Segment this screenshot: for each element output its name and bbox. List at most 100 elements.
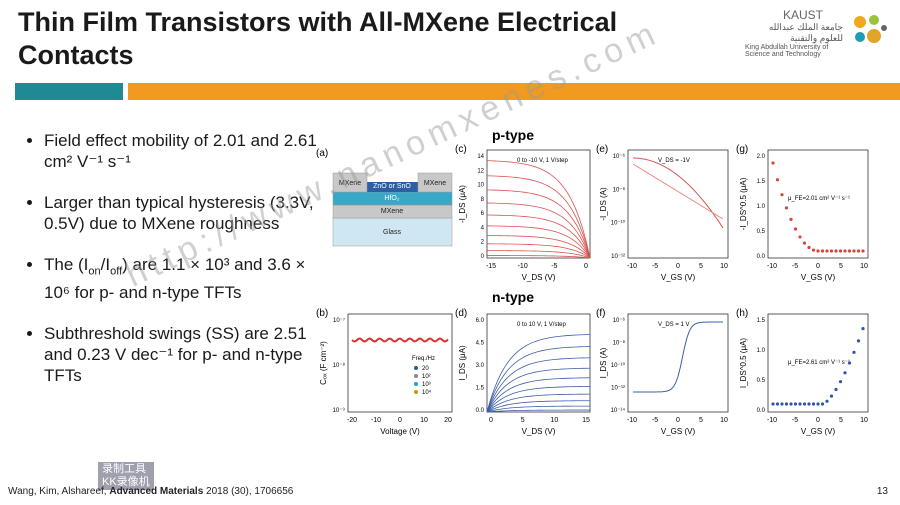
logo-line: للعلوم والتقنية [790, 33, 843, 43]
bullet-list: Field effect mobility of 2.01 and 2.61 c… [22, 130, 329, 406]
point [793, 227, 798, 231]
point [825, 399, 829, 403]
y-tick-label: 0.5 [757, 229, 766, 235]
y-tick-label: 10⁻¹² [611, 254, 625, 260]
layer-label: MXene [424, 180, 446, 187]
plot-frame [486, 149, 591, 259]
point [807, 402, 811, 406]
y-tick-label: 1.5 [757, 179, 766, 185]
panel: (g) V_GS (V) -I_DS^0.5 (μA) -10 -5 0 5 10 2.0 1.5… [736, 144, 869, 282]
x-tick-label: 0 [584, 263, 588, 270]
curve [486, 250, 591, 259]
x-tick-label: -10 [627, 417, 637, 424]
y-tick-label: 4 [481, 225, 485, 231]
y-tick-label: 4.5 [476, 341, 485, 347]
panel-label: (a) [316, 148, 328, 159]
point [820, 402, 825, 406]
bullet: Field effect mobility of 2.01 and 2.61 c… [44, 130, 329, 172]
x-tick-label: 5 [699, 263, 703, 270]
citation-authors: Wang, Kim, Alshareef, [8, 486, 110, 497]
point [798, 402, 802, 406]
curve [486, 386, 591, 413]
panel: (e) V_GS (V) -I_DS (A) -10 -5 0 5 10 10⁻⁶ 10⁻⁸ 10⁻… [596, 144, 729, 282]
layer-label: MXene [339, 180, 361, 187]
x-tick-label: -10 [518, 263, 528, 270]
point [789, 217, 793, 221]
point [802, 241, 807, 245]
annotation: μ_FE=2.61 cm² V⁻¹ s⁻¹ [788, 360, 850, 366]
x-axis-label: V_GS (V) [661, 273, 696, 282]
curve [486, 189, 591, 259]
y-tick-label: 10⁻¹⁰ [611, 220, 626, 227]
row-label: p-type [492, 127, 534, 143]
curve [632, 157, 724, 229]
x-tick-label: 0 [398, 417, 402, 424]
plot-frame [627, 149, 729, 259]
x-tick-label: 10 [420, 417, 428, 424]
x-tick-label: -5 [551, 263, 557, 270]
recorder-line: 录制工具 [102, 463, 146, 475]
y-tick-label: 12 [477, 168, 484, 174]
point [780, 193, 784, 197]
x-axis-label: Voltage (V) [380, 427, 420, 436]
curve [486, 346, 591, 413]
point [834, 387, 838, 392]
logo-mark [854, 15, 887, 43]
legend-swatch [414, 374, 418, 378]
panel-label: (d) [455, 308, 467, 319]
panel: (f) V_GS (V) I_DS (A) -10 -5 0 5 10 10⁻⁶ 10⁻⁸ 10⁻¹… [596, 308, 729, 436]
x-axis-label: V_GS (V) [801, 273, 836, 282]
x-tick-label: -5 [792, 263, 798, 270]
y-tick-label: 6.0 [476, 318, 485, 324]
citation: Wang, Kim, Alshareef, Advanced Materials… [8, 486, 293, 497]
subscript: off [110, 265, 123, 278]
panel-label: (g) [736, 144, 748, 155]
subscript: on [88, 265, 101, 278]
curve [486, 214, 591, 259]
y-tick-label: 0.0 [476, 408, 485, 414]
x-axis-label: V_GS (V) [801, 427, 836, 436]
curve [486, 225, 591, 259]
bullet-text: Larger than typical hysteresis (3.3V, 0.… [44, 193, 314, 233]
point [820, 249, 825, 253]
accent-bar [15, 83, 123, 100]
y-tick-label: 0 [481, 254, 485, 260]
x-tick-label: -5 [792, 417, 798, 424]
y-tick-label: 10⁻¹⁴ [611, 407, 626, 414]
panel-label: (h) [736, 308, 748, 319]
point [829, 249, 834, 253]
point [816, 402, 820, 406]
plot-frame [486, 313, 591, 413]
x-axis-label: V_DS (V) [522, 273, 556, 282]
logo-line: King Abdullah University of [745, 44, 829, 51]
point [780, 402, 784, 406]
x-tick-label: 0 [676, 417, 680, 424]
point [856, 339, 861, 343]
legend-label: 10³ [422, 382, 431, 388]
logo-arabic: جامعة الملك عبدالله للعلوم والتقنية [745, 22, 843, 44]
x-tick-label: 5 [839, 417, 843, 424]
x-tick-label: -10 [627, 263, 637, 270]
point [771, 161, 775, 165]
annotation: V_DS = -1V [658, 158, 690, 164]
curve [486, 405, 591, 413]
y-tick-label: 10⁻⁹ [333, 407, 346, 414]
x-tick-label: 5 [521, 417, 525, 424]
x-tick-label: -10 [767, 263, 777, 270]
layer [417, 172, 453, 193]
point [847, 361, 852, 365]
curve [486, 393, 591, 413]
x-tick-label: -5 [652, 417, 658, 424]
point [775, 178, 780, 182]
layer-label: HfO₂ [384, 195, 399, 202]
panel-label: (f) [596, 308, 605, 319]
logo-line: جامعة الملك عبدالله [768, 22, 843, 32]
panel-label: (e) [596, 144, 608, 155]
row-label: n-type [492, 289, 534, 305]
recorder-badge: 录制工具 KK录像机 [98, 462, 154, 490]
point [834, 249, 838, 253]
x-tick-label: -10 [371, 417, 381, 424]
point [852, 350, 856, 354]
x-tick-label: -5 [652, 263, 658, 270]
y-tick-label: 10⁻⁸ [613, 186, 626, 193]
